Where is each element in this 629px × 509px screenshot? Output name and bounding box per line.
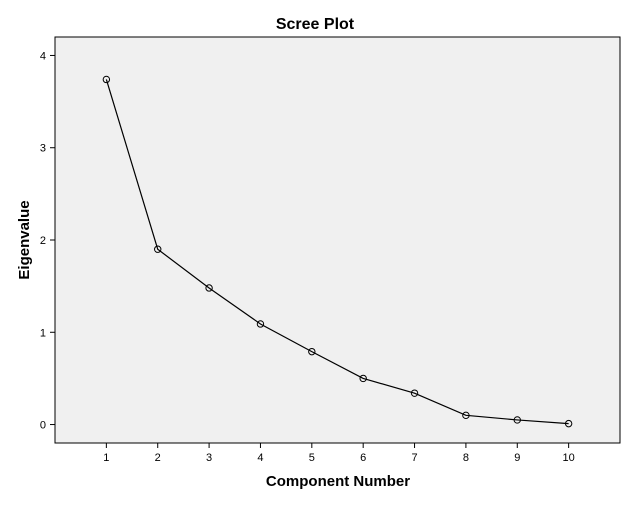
y-axis-ticks: 0 1 2 3 4	[40, 50, 55, 432]
x-tick-label: 7	[411, 452, 417, 464]
series-line	[105, 79, 569, 425]
x-tick-label: 2	[155, 452, 161, 464]
data-point	[462, 411, 470, 420]
data-point	[410, 389, 419, 397]
y-tick-label: 4	[40, 50, 46, 62]
data-point	[564, 419, 573, 428]
x-axis-label: Component Number	[266, 473, 410, 490]
plot-area	[54, 36, 621, 444]
x-axis-ticks: 1 2 3 4 5 6 7 8 9 10	[103, 443, 575, 464]
data-point	[205, 284, 213, 292]
data-point	[513, 416, 521, 424]
x-tick-label: 5	[309, 452, 315, 464]
series-layer	[102, 75, 573, 428]
x-tick-label: 6	[360, 452, 366, 464]
y-tick-label: 2	[40, 235, 46, 247]
x-tick-label: 4	[257, 452, 263, 464]
x-tick-label: 1	[103, 452, 109, 464]
data-point	[359, 374, 367, 383]
y-tick-label: 1	[40, 327, 46, 339]
data-point	[154, 245, 162, 253]
data-point	[308, 347, 316, 356]
data-point	[102, 75, 111, 84]
chart-title: Scree Plot	[276, 16, 355, 33]
data-point	[256, 320, 265, 328]
x-tick-label: 10	[563, 452, 575, 464]
x-tick-label: 8	[463, 452, 469, 464]
y-tick-label: 3	[40, 143, 46, 155]
x-tick-label: 9	[514, 452, 520, 464]
y-tick-label: 0	[40, 420, 46, 432]
y-axis-label: Eigenvalue	[16, 200, 33, 279]
x-tick-label: 3	[206, 452, 212, 464]
